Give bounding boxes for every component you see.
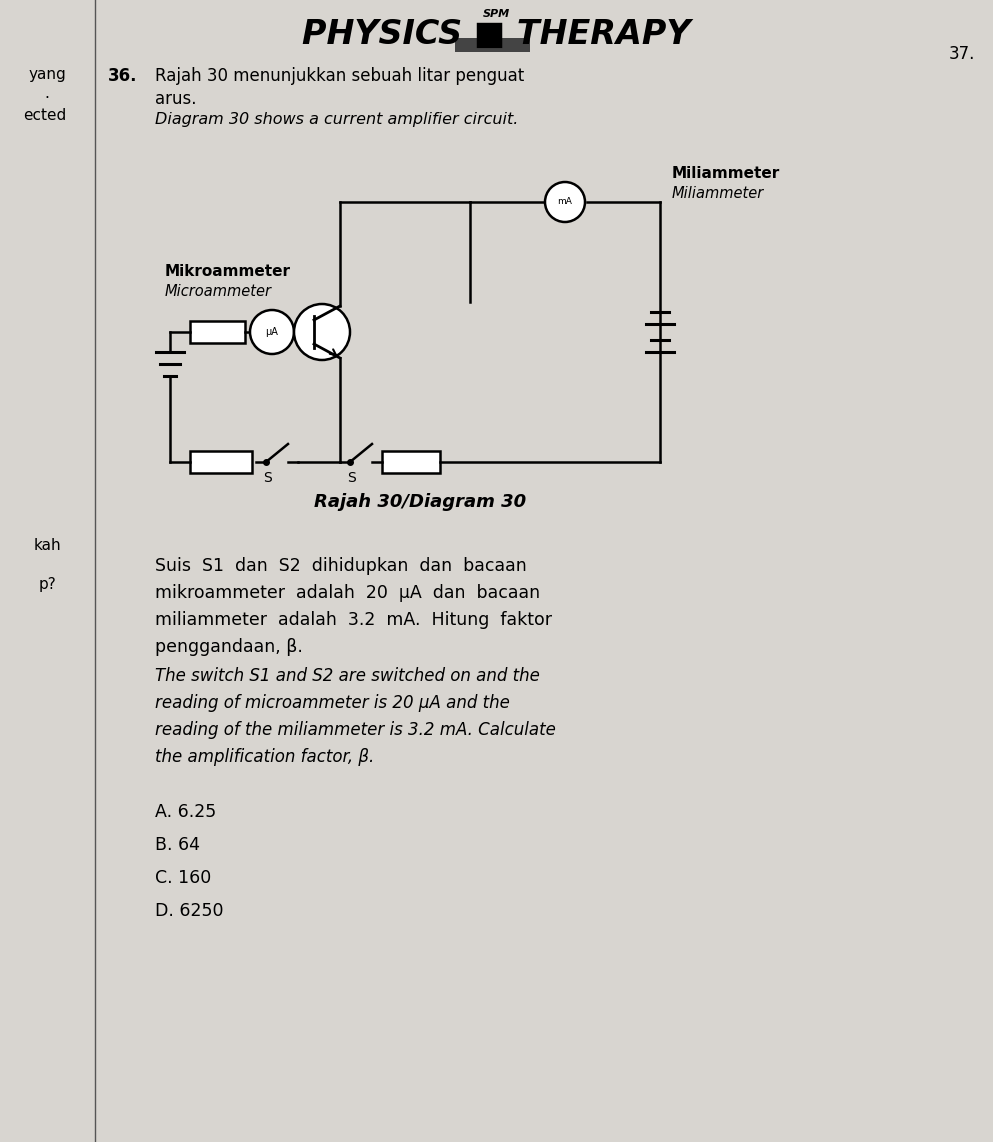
Text: B. 64: B. 64 [155,836,200,854]
Text: arus.: arus. [155,90,197,108]
Text: PHYSICS ■ THERAPY: PHYSICS ■ THERAPY [302,17,690,50]
Text: p?: p? [38,577,56,592]
Text: Mikroammeter: Mikroammeter [165,265,291,280]
Text: A. 6.25: A. 6.25 [155,803,216,821]
Text: the amplification factor, β.: the amplification factor, β. [155,748,374,766]
Text: Microammeter: Microammeter [165,284,272,299]
Text: μA: μA [265,327,278,337]
Text: ected: ected [24,108,67,123]
Text: C. 160: C. 160 [155,869,212,887]
Text: Diagram 30 shows a current amplifier circuit.: Diagram 30 shows a current amplifier cir… [155,112,518,127]
Text: Suis  S1  dan  S2  dihidupkan  dan  bacaan: Suis S1 dan S2 dihidupkan dan bacaan [155,557,526,576]
Circle shape [250,309,294,354]
Text: miliammeter  adalah  3.2  mA.  Hitung  faktor: miliammeter adalah 3.2 mA. Hitung faktor [155,611,552,629]
Text: mikroammeter  adalah  20  μA  dan  bacaan: mikroammeter adalah 20 μA dan bacaan [155,584,540,602]
Text: Rajah 30/Diagram 30: Rajah 30/Diagram 30 [314,493,526,510]
Text: penggandaan, β.: penggandaan, β. [155,638,303,656]
Circle shape [294,304,350,360]
Text: 36.: 36. [108,67,137,85]
Text: S: S [348,471,356,485]
FancyBboxPatch shape [455,38,530,53]
Text: mA: mA [557,198,572,207]
Text: kah: kah [33,538,61,553]
FancyBboxPatch shape [382,451,440,473]
Text: D. 6250: D. 6250 [155,902,223,920]
Text: Miliammeter: Miliammeter [672,186,765,201]
Text: 37.: 37. [948,45,975,63]
Text: Rajah 30 menunjukkan sebuah litar penguat: Rajah 30 menunjukkan sebuah litar pengua… [155,67,524,85]
Text: .: . [45,87,50,102]
Text: S: S [263,471,272,485]
FancyBboxPatch shape [190,321,245,343]
Text: yang: yang [28,66,66,81]
Text: Miliammeter: Miliammeter [672,167,780,182]
Text: reading of the miliammeter is 3.2 mA. Calculate: reading of the miliammeter is 3.2 mA. Ca… [155,721,556,739]
FancyBboxPatch shape [190,451,252,473]
Text: reading of microammeter is 20 μA and the: reading of microammeter is 20 μA and the [155,694,509,711]
Text: The switch S1 and S2 are switched on and the: The switch S1 and S2 are switched on and… [155,667,540,685]
Circle shape [545,182,585,222]
Text: SPM: SPM [483,9,509,19]
